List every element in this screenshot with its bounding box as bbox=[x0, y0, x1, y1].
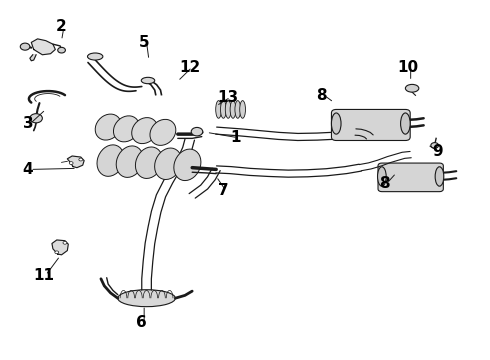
Ellipse shape bbox=[132, 118, 158, 144]
Ellipse shape bbox=[230, 101, 236, 118]
Ellipse shape bbox=[240, 101, 245, 118]
Circle shape bbox=[55, 251, 59, 254]
Ellipse shape bbox=[150, 120, 176, 145]
Circle shape bbox=[79, 158, 83, 161]
Text: 2: 2 bbox=[56, 19, 67, 34]
Polygon shape bbox=[30, 55, 36, 61]
Text: 10: 10 bbox=[398, 60, 419, 75]
Text: 11: 11 bbox=[33, 268, 54, 283]
Circle shape bbox=[20, 43, 30, 50]
Ellipse shape bbox=[225, 101, 231, 118]
Ellipse shape bbox=[88, 53, 103, 60]
Ellipse shape bbox=[155, 148, 182, 180]
Circle shape bbox=[69, 162, 73, 165]
Text: 4: 4 bbox=[23, 162, 33, 177]
Circle shape bbox=[58, 48, 65, 53]
Ellipse shape bbox=[118, 290, 175, 307]
Text: 5: 5 bbox=[139, 35, 149, 50]
Ellipse shape bbox=[95, 114, 121, 140]
Ellipse shape bbox=[116, 146, 143, 177]
Text: 13: 13 bbox=[218, 90, 239, 105]
Polygon shape bbox=[67, 156, 84, 168]
Ellipse shape bbox=[141, 77, 155, 84]
Ellipse shape bbox=[435, 167, 444, 186]
Circle shape bbox=[431, 143, 439, 148]
Circle shape bbox=[30, 114, 42, 123]
Polygon shape bbox=[31, 39, 55, 55]
FancyBboxPatch shape bbox=[331, 109, 410, 140]
Ellipse shape bbox=[135, 147, 163, 179]
FancyBboxPatch shape bbox=[378, 163, 443, 192]
Polygon shape bbox=[52, 240, 68, 255]
Text: 9: 9 bbox=[432, 144, 442, 159]
Text: 8: 8 bbox=[379, 176, 390, 191]
Circle shape bbox=[191, 127, 203, 136]
Ellipse shape bbox=[401, 113, 410, 134]
Ellipse shape bbox=[114, 116, 139, 142]
Ellipse shape bbox=[174, 149, 201, 181]
Text: 7: 7 bbox=[218, 183, 229, 198]
Ellipse shape bbox=[405, 84, 419, 92]
Text: 3: 3 bbox=[23, 116, 33, 131]
Ellipse shape bbox=[216, 101, 221, 118]
Ellipse shape bbox=[97, 145, 124, 176]
Text: 6: 6 bbox=[136, 315, 147, 330]
Text: 8: 8 bbox=[317, 88, 327, 103]
Ellipse shape bbox=[331, 113, 341, 134]
Ellipse shape bbox=[220, 101, 226, 118]
Ellipse shape bbox=[377, 167, 386, 186]
Circle shape bbox=[63, 242, 67, 244]
Text: 12: 12 bbox=[179, 60, 200, 75]
Text: 1: 1 bbox=[230, 130, 241, 145]
Ellipse shape bbox=[235, 101, 241, 118]
